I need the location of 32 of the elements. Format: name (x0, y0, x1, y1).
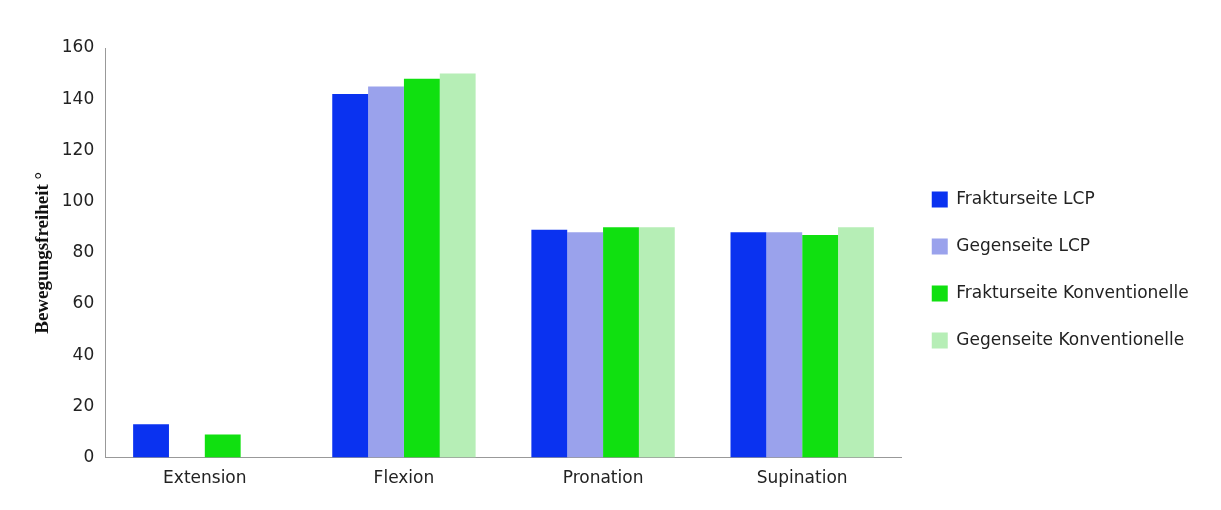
y-tick-label: 80 (72, 241, 95, 262)
bar (802, 234, 839, 458)
bar (638, 227, 675, 458)
y-tick-label: 20 (72, 394, 95, 415)
legend-label: Frakturseite LCP (956, 187, 1095, 208)
bar (204, 434, 241, 458)
legend-label: Gegenseite Konventionelle (956, 328, 1185, 349)
bar (531, 229, 568, 458)
x-tick-label: Pronation (562, 467, 644, 488)
legend-label: Frakturseite Konventionelle (956, 281, 1189, 302)
y-axis-title: Bewegungsfreiheit ° (31, 171, 53, 334)
y-tick-label: 140 (61, 87, 95, 108)
legend-label: Gegenseite LCP (956, 234, 1091, 255)
y-tick-label: 120 (61, 138, 95, 159)
y-tick-label: 0 (83, 446, 95, 467)
x-tick-label: Supination (756, 467, 848, 488)
bar (766, 232, 803, 458)
bar (567, 232, 604, 458)
bar (439, 73, 476, 458)
x-tick-label: Flexion (373, 467, 435, 488)
bar (133, 424, 169, 458)
bar (838, 227, 874, 458)
y-tick-label: 60 (72, 292, 95, 313)
bar (403, 78, 440, 458)
y-tick-label: 40 (72, 343, 95, 364)
bar (368, 86, 404, 458)
bar (332, 94, 369, 458)
bar (603, 227, 639, 458)
x-tick-label: Extension (163, 467, 247, 488)
bar (730, 232, 767, 458)
y-tick-label: 100 (61, 190, 95, 211)
y-tick-label: 160 (61, 36, 95, 57)
